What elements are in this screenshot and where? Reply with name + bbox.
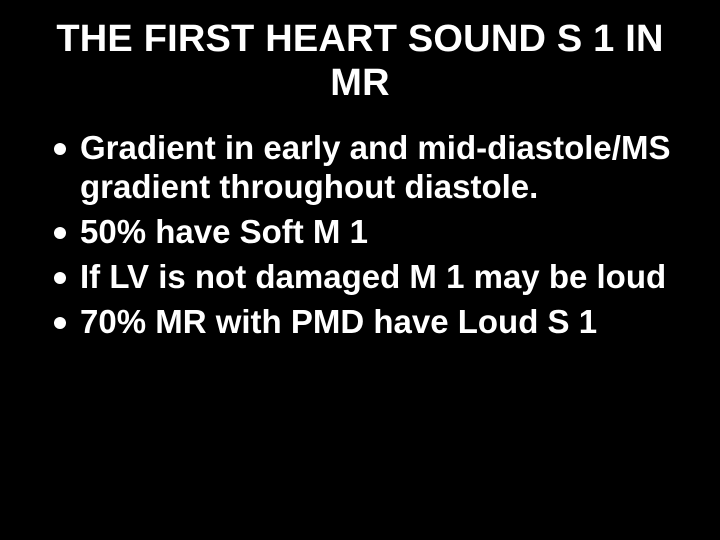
- bullet-text: 70% MR with PMD have Loud S 1: [80, 303, 597, 340]
- slide: THE FIRST HEART SOUND S 1 IN MR Gradient…: [0, 0, 720, 540]
- list-item: 50% have Soft M 1: [54, 213, 690, 252]
- bullet-list: Gradient in early and mid-diastole/MS gr…: [30, 129, 690, 342]
- bullet-text: Gradient in early and mid-diastole/MS gr…: [80, 129, 670, 205]
- bullet-text: If LV is not damaged M 1 may be loud: [80, 258, 666, 295]
- list-item: Gradient in early and mid-diastole/MS gr…: [54, 129, 690, 207]
- list-item: 70% MR with PMD have Loud S 1: [54, 303, 690, 342]
- slide-title: THE FIRST HEART SOUND S 1 IN MR: [30, 18, 690, 105]
- bullet-text: 50% have Soft M 1: [80, 213, 368, 250]
- list-item: If LV is not damaged M 1 may be loud: [54, 258, 690, 297]
